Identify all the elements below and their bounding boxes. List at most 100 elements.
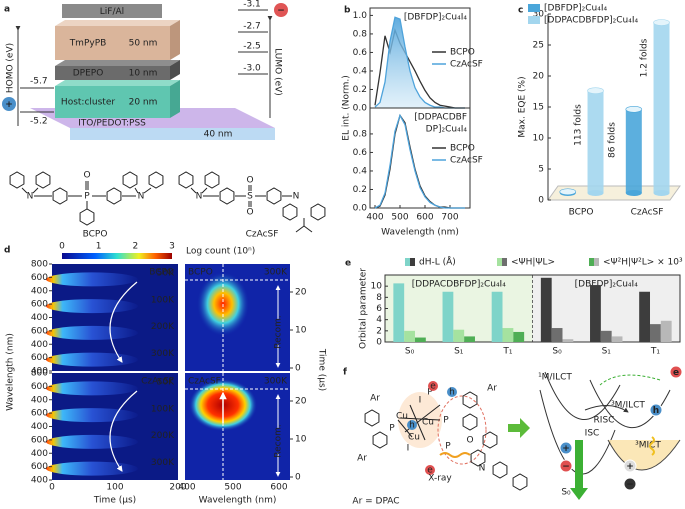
legend-label: CzAcSF	[450, 156, 483, 166]
emission-arrow	[575, 440, 583, 490]
layer-side	[170, 20, 180, 60]
annotation: [DDPACDBF	[414, 113, 467, 123]
heatmap-trace	[46, 381, 138, 396]
level-value: -3.1	[243, 0, 261, 10]
y-tick-label: 600	[31, 409, 48, 419]
x-tick-label: 700	[441, 213, 458, 223]
y-tick-label: 6	[376, 304, 382, 314]
atom: I	[407, 444, 410, 454]
y-tick-label: 600	[31, 435, 48, 445]
panel-label: d	[4, 246, 10, 256]
x-tick-label: S₁	[454, 347, 464, 357]
layer-front	[55, 86, 170, 118]
x-tick-label: 100	[106, 483, 123, 493]
bar	[453, 329, 465, 342]
panel-title: CzAcSF	[141, 377, 174, 387]
layer-name: TmPyPB	[69, 39, 107, 49]
y-axis-title: Max. EQE (%)	[518, 76, 528, 137]
panel-label: f	[343, 368, 347, 378]
y-tick-label: 0	[295, 364, 301, 374]
ring	[122, 171, 138, 189]
legend-label: <Ψ²H|Ψ²L> × 10³	[603, 258, 683, 268]
heatmap-trace	[46, 408, 138, 423]
atom: h	[409, 421, 415, 431]
ring	[462, 413, 478, 431]
atom: Ar	[370, 394, 380, 404]
emission-head	[570, 488, 588, 500]
strip-label: 300K	[151, 458, 175, 468]
atom: Cu	[396, 412, 408, 422]
potential-curve	[544, 371, 621, 421]
y-tick-label: 0.8	[353, 129, 368, 139]
ring	[9, 171, 25, 189]
atom: N	[27, 192, 34, 202]
annotation: DP]₂Cu₄I₄	[426, 125, 468, 135]
bar	[502, 328, 514, 342]
bond	[21, 187, 28, 194]
atom: O	[246, 176, 253, 186]
strip-label: 50K	[157, 269, 175, 279]
atom: Cu	[422, 418, 434, 428]
molecule-name: CzAcSF	[246, 230, 279, 240]
atom: Ar	[357, 454, 367, 464]
y-tick-label: 0	[376, 338, 382, 348]
step-arrow	[508, 418, 530, 438]
y-tick-label: 15	[533, 103, 544, 113]
carrier-dot	[447, 387, 457, 397]
ring	[492, 461, 508, 479]
ring	[178, 171, 194, 189]
bar	[625, 109, 642, 193]
atom: P	[389, 424, 395, 434]
group-label: [DDPACDBFDP]₂Cu₄I₄	[412, 280, 507, 290]
y-tick-label: 4	[376, 315, 382, 325]
atom: N	[196, 192, 203, 202]
y-tick-label: 25	[533, 41, 544, 51]
heatmap-trace	[46, 434, 138, 449]
legend-swatch	[410, 258, 415, 266]
legend-swatch	[589, 258, 594, 266]
x-tick-label: 0	[49, 483, 55, 493]
legend-swatch	[528, 16, 540, 24]
x-tick-label: 500	[224, 483, 241, 493]
transfer	[584, 405, 629, 413]
x-tick-label: 600	[416, 213, 433, 223]
carrier-label: e	[673, 368, 679, 378]
y-tick-label: 600	[31, 300, 48, 310]
y-axis-title: EL int. (Norm.)	[342, 75, 352, 140]
y-tick-label: 0.0	[353, 104, 368, 114]
y-tick-label: 0.8	[353, 29, 368, 39]
y-tick-label: 20	[295, 397, 307, 407]
legend-label: [DBFDP]₂Cu₄I₄	[544, 4, 608, 14]
atom: Ar	[487, 384, 497, 394]
ring	[462, 391, 478, 409]
y-tick-label: 20	[295, 288, 307, 298]
bond	[143, 187, 152, 194]
y-tick-label: 10	[295, 435, 307, 445]
strip-label: 300K	[151, 349, 175, 359]
level-value: -2.7	[243, 22, 261, 32]
x-tick-label: 400	[366, 213, 383, 223]
carrier	[559, 459, 573, 473]
axis-title: Wavelength (nm)	[6, 333, 16, 411]
layer-top	[55, 80, 180, 86]
state-label: ³MICT	[635, 441, 661, 451]
y-tick-label: 0	[295, 473, 301, 483]
arrow	[109, 390, 138, 472]
carrier-label: −	[626, 480, 634, 490]
state-label: S₀	[561, 488, 571, 498]
panel-temp: 300K	[264, 377, 288, 387]
carrier	[559, 441, 573, 455]
state-label: ³M/ILCT	[611, 401, 645, 411]
y-tick-label: 600	[31, 382, 48, 392]
bar-base	[587, 190, 604, 196]
bar	[551, 328, 563, 342]
layer-name: DPEPO	[73, 69, 104, 79]
bar	[639, 291, 651, 342]
layer-name: Host:cluster	[61, 98, 115, 108]
atom: O	[83, 171, 90, 181]
bar	[414, 337, 426, 342]
ring	[52, 187, 68, 205]
y-tick-label: 0.4	[353, 66, 368, 76]
